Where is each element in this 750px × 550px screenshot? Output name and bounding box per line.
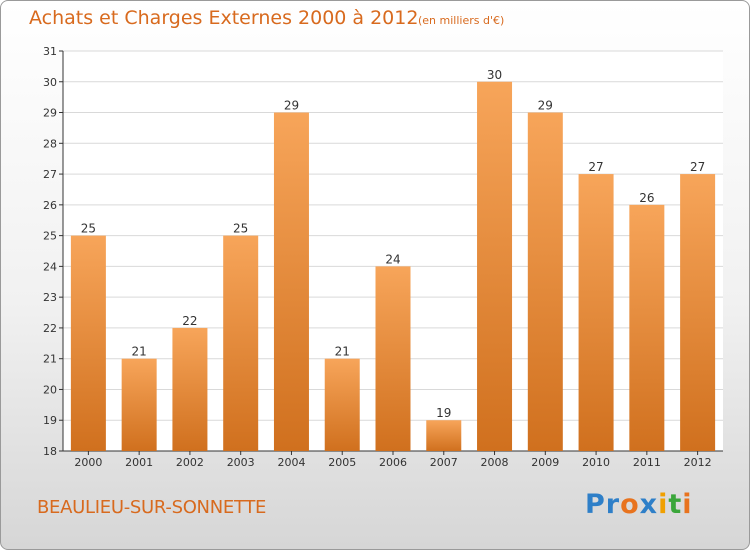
bar (426, 420, 462, 451)
bar (375, 266, 411, 451)
data-label: 22 (182, 314, 197, 328)
bar (680, 174, 716, 452)
data-label: 30 (487, 68, 502, 82)
y-tick-label: 30 (43, 76, 57, 89)
data-label: 21 (335, 345, 350, 359)
y-tick-label: 25 (43, 230, 57, 243)
x-tick-label: 2005 (328, 456, 356, 469)
x-tick-label: 2004 (277, 456, 305, 469)
bar (629, 204, 665, 451)
y-tick-label: 24 (43, 260, 57, 273)
data-label: 29 (284, 99, 299, 113)
y-tick-label: 19 (43, 414, 57, 427)
data-label: 27 (690, 160, 705, 174)
y-tick-label: 26 (43, 199, 57, 212)
y-tick-label: 28 (43, 137, 57, 150)
bar (273, 112, 309, 452)
chart-subtitle: (en milliers d'€) (418, 14, 505, 27)
data-label: 24 (385, 252, 400, 266)
data-label: 27 (588, 160, 603, 174)
bar (121, 358, 157, 451)
data-label: 25 (233, 222, 248, 236)
x-tick-label: 2002 (176, 456, 204, 469)
data-label: 29 (538, 99, 553, 113)
y-tick-label: 23 (43, 291, 57, 304)
x-tick-label: 2001 (125, 456, 153, 469)
y-tick-label: 29 (43, 107, 57, 120)
x-tick-label: 2010 (582, 456, 610, 469)
data-label: 19 (436, 406, 451, 420)
y-tick-label: 20 (43, 383, 57, 396)
x-tick-label: 2006 (379, 456, 407, 469)
commune-name: BEAULIEU-SUR-SONNETTE (37, 497, 267, 518)
bar (172, 327, 208, 451)
bar (70, 235, 106, 451)
proxiti-logo: Proxiti (585, 489, 693, 520)
bar (324, 358, 360, 451)
x-tick-label: 2009 (531, 456, 559, 469)
bar (527, 112, 563, 452)
bar (223, 235, 259, 451)
x-tick-label: 2000 (74, 456, 102, 469)
data-label: 25 (81, 222, 96, 236)
y-tick-label: 27 (43, 168, 57, 181)
x-tick-label: 2003 (227, 456, 255, 469)
data-label: 21 (132, 345, 147, 359)
x-tick-label: 2012 (684, 456, 712, 469)
y-tick-label: 31 (43, 45, 57, 58)
chart-title: Achats et Charges Externes 2000 à 2012 (29, 7, 419, 29)
x-tick-label: 2008 (481, 456, 509, 469)
x-tick-label: 2007 (430, 456, 458, 469)
data-label: 26 (639, 191, 654, 205)
bar (477, 81, 513, 452)
bar (578, 174, 614, 452)
y-tick-label: 22 (43, 322, 57, 335)
y-tick-label: 21 (43, 353, 57, 366)
x-tick-label: 2011 (633, 456, 661, 469)
y-tick-label: 18 (43, 445, 57, 458)
